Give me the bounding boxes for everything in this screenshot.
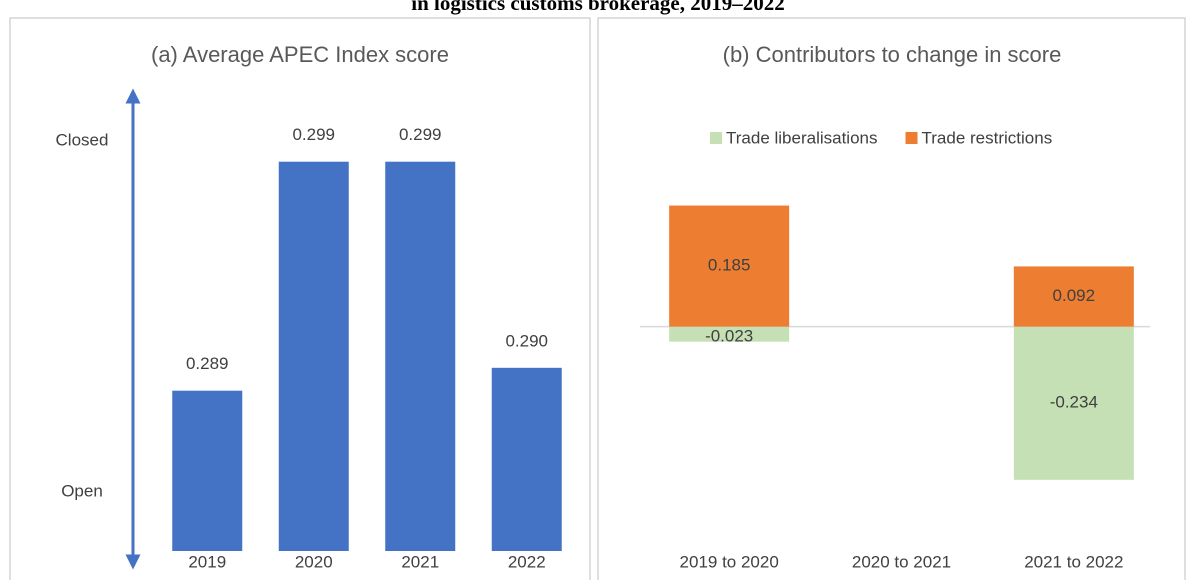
figure-title: in logistics customs brokerage, 2019–202… bbox=[411, 0, 785, 15]
annotation: Open bbox=[61, 481, 103, 500]
panel-b-frame bbox=[597, 17, 1186, 580]
bar-segment bbox=[669, 326, 790, 342]
value-label: -0.023 bbox=[705, 327, 753, 346]
bar-segment bbox=[1013, 266, 1134, 327]
value-label: 0.290 bbox=[505, 331, 548, 350]
value-label: 0.185 bbox=[708, 256, 751, 275]
bar bbox=[278, 161, 349, 551]
chart-title: (b) Contributors to change in score bbox=[723, 42, 1062, 67]
legend-label: Trade restrictions bbox=[922, 128, 1053, 147]
value-label: 0.092 bbox=[1053, 286, 1096, 305]
legend-label: Trade liberalisations bbox=[726, 128, 878, 147]
x-tick-label: 2020 bbox=[295, 552, 333, 571]
x-tick-label: 2021 to 2022 bbox=[1024, 552, 1123, 571]
x-tick-label: 2021 bbox=[401, 552, 439, 571]
chart-title: (a) Average APEC Index score bbox=[151, 42, 449, 67]
bar-segment bbox=[1013, 326, 1134, 480]
value-label: 0.299 bbox=[292, 125, 335, 144]
x-tick-label: 2022 bbox=[508, 552, 546, 571]
value-label: 0.289 bbox=[186, 354, 229, 373]
annotation: Closed bbox=[56, 130, 109, 149]
panel-a-frame bbox=[9, 17, 591, 580]
value-label: -0.234 bbox=[1050, 393, 1098, 412]
x-tick-label: 2020 to 2021 bbox=[852, 552, 951, 571]
x-tick-label: 2019 bbox=[188, 552, 226, 571]
bar-segment bbox=[669, 205, 790, 327]
bar bbox=[172, 390, 243, 551]
legend-swatch bbox=[905, 132, 918, 144]
x-tick-label: 2019 to 2020 bbox=[680, 552, 779, 571]
legend-swatch bbox=[710, 132, 722, 144]
bar bbox=[491, 367, 562, 551]
bar bbox=[385, 161, 456, 551]
value-label: 0.299 bbox=[399, 125, 442, 144]
